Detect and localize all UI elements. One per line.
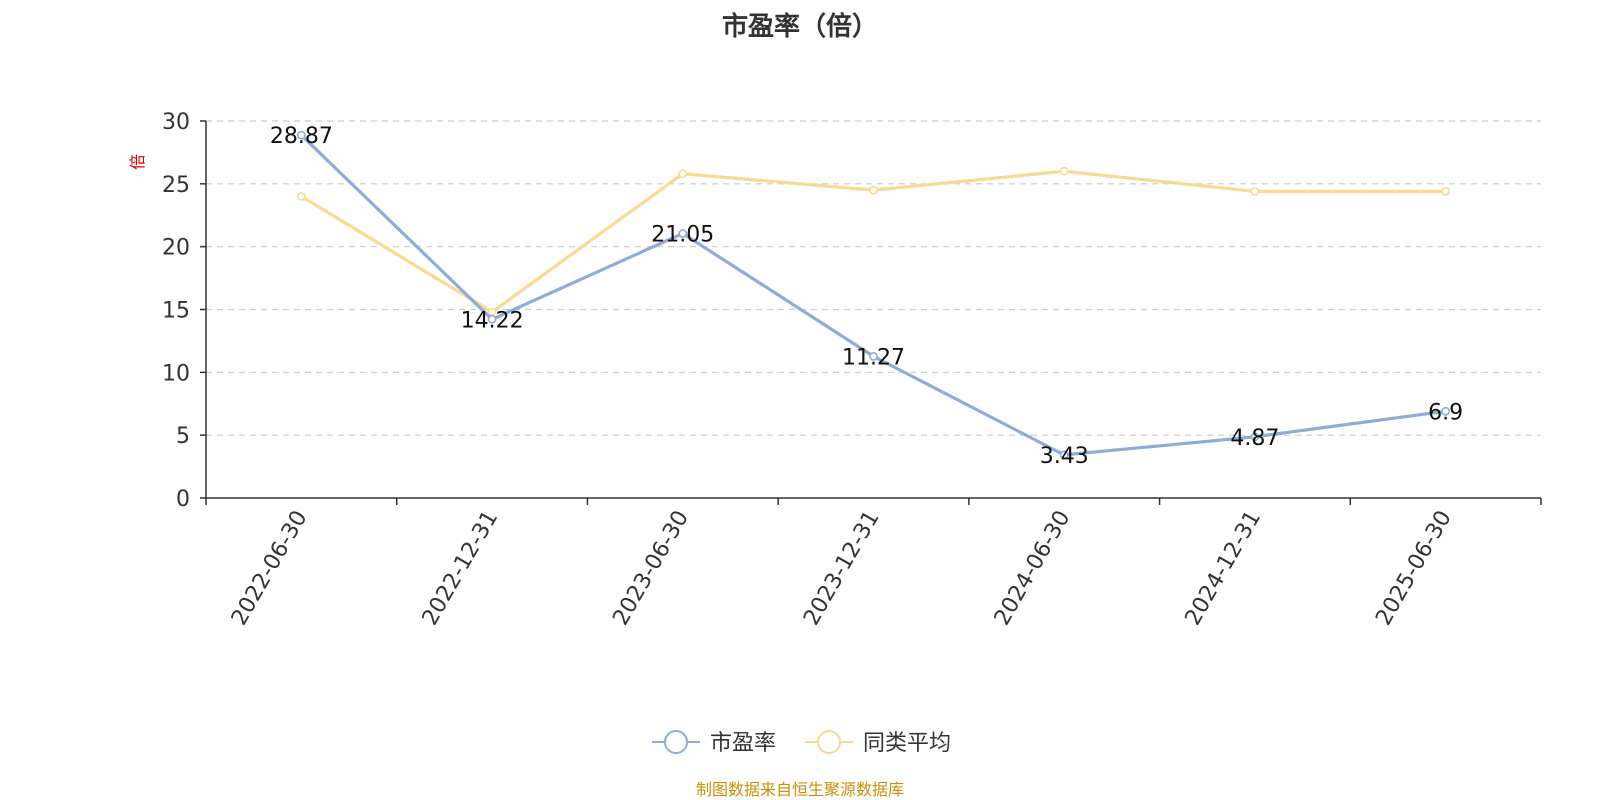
x-tick-label: 2022-12-31 — [418, 506, 504, 629]
x-tick-label: 2023-06-30 — [608, 507, 694, 630]
data-point — [1059, 450, 1069, 460]
data-point — [1250, 432, 1260, 442]
data-label: 6.9 — [1428, 400, 1463, 425]
legend-item-peer-average[interactable]: 同类平均 — [805, 730, 951, 756]
data-point — [678, 229, 688, 238]
y-tick-label: 25 — [162, 173, 190, 198]
data-point — [1059, 166, 1069, 176]
series-line-pe — [300, 134, 1446, 457]
y-tick-label: 15 — [162, 299, 190, 324]
data-point — [296, 191, 306, 201]
legend-label: 市盈率 — [710, 731, 776, 756]
y-tick-label: 5 — [176, 424, 190, 449]
y-tick-label: 30 — [162, 110, 190, 135]
x-tick-label: 2025-06-30 — [1371, 507, 1457, 630]
legend-marker — [664, 730, 688, 754]
y-tick-label: 10 — [162, 361, 190, 386]
grid-lines — [206, 120, 1541, 436]
data-label: 14.22 — [461, 308, 524, 333]
data-labels: 28.87 14.22 21.05 11.27 3.43 4.87 6.9 — [270, 124, 1463, 469]
data-point — [1441, 186, 1451, 196]
data-label: 4.87 — [1230, 426, 1279, 451]
legend-label: 同类平均 — [863, 731, 951, 756]
source-note: 制图数据来自恒生聚源数据库 — [695, 780, 904, 799]
data-point — [1441, 406, 1451, 416]
chart-title: 市盈率（倍） — [721, 12, 878, 42]
data-point — [869, 351, 878, 361]
y-unit-label: 倍 — [128, 154, 147, 170]
y-tick-label: 20 — [162, 236, 190, 261]
data-point — [296, 130, 306, 140]
data-label: 28.87 — [270, 124, 333, 149]
legend-item-pe[interactable]: 市盈率 — [652, 730, 776, 756]
data-label: 21.05 — [651, 222, 714, 247]
data-label: 11.27 — [842, 345, 905, 370]
x-tick-label: 2024-12-31 — [1181, 507, 1267, 630]
y-tick-label: 0 — [176, 487, 190, 512]
legend[interactable]: 市盈率 同类平均 — [652, 730, 951, 756]
data-point — [869, 185, 878, 195]
x-tick-label: 2022-06-30 — [227, 507, 313, 630]
legend-marker — [817, 730, 841, 754]
x-tick-label: 2023-12-31 — [799, 507, 885, 630]
data-point — [1250, 186, 1260, 196]
data-point — [487, 314, 497, 324]
x-tick-label: 2024-06-30 — [990, 507, 1076, 630]
data-label: 3.43 — [1040, 444, 1089, 469]
series-lines — [296, 130, 1451, 460]
data-point — [678, 169, 688, 179]
